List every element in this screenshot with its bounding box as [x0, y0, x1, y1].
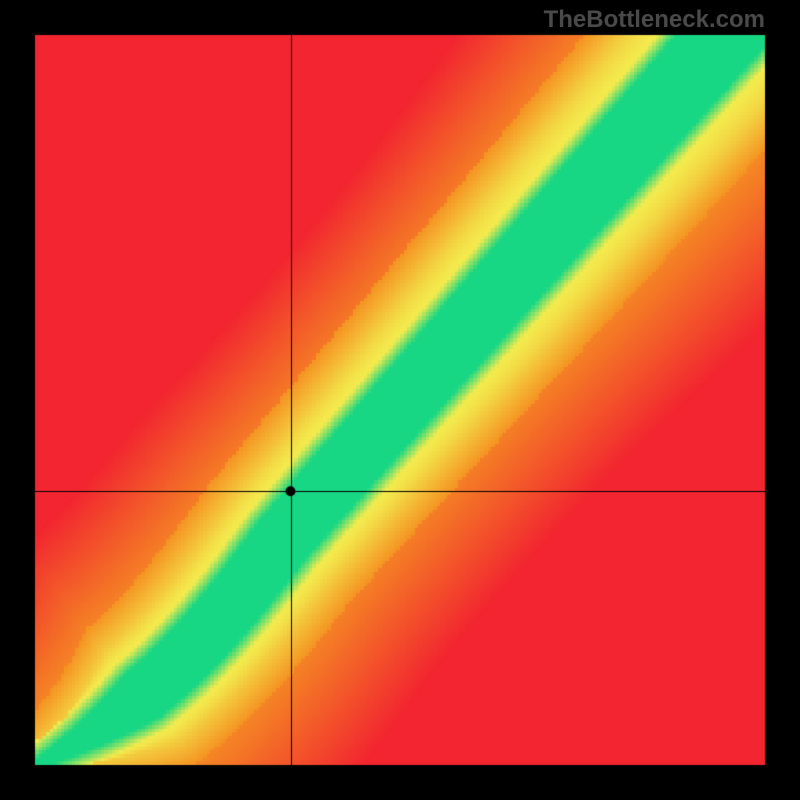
- watermark-text: TheBottleneck.com: [544, 6, 765, 34]
- chart-container: TheBottleneck.com: [0, 0, 800, 800]
- heatmap-plot: [0, 0, 800, 800]
